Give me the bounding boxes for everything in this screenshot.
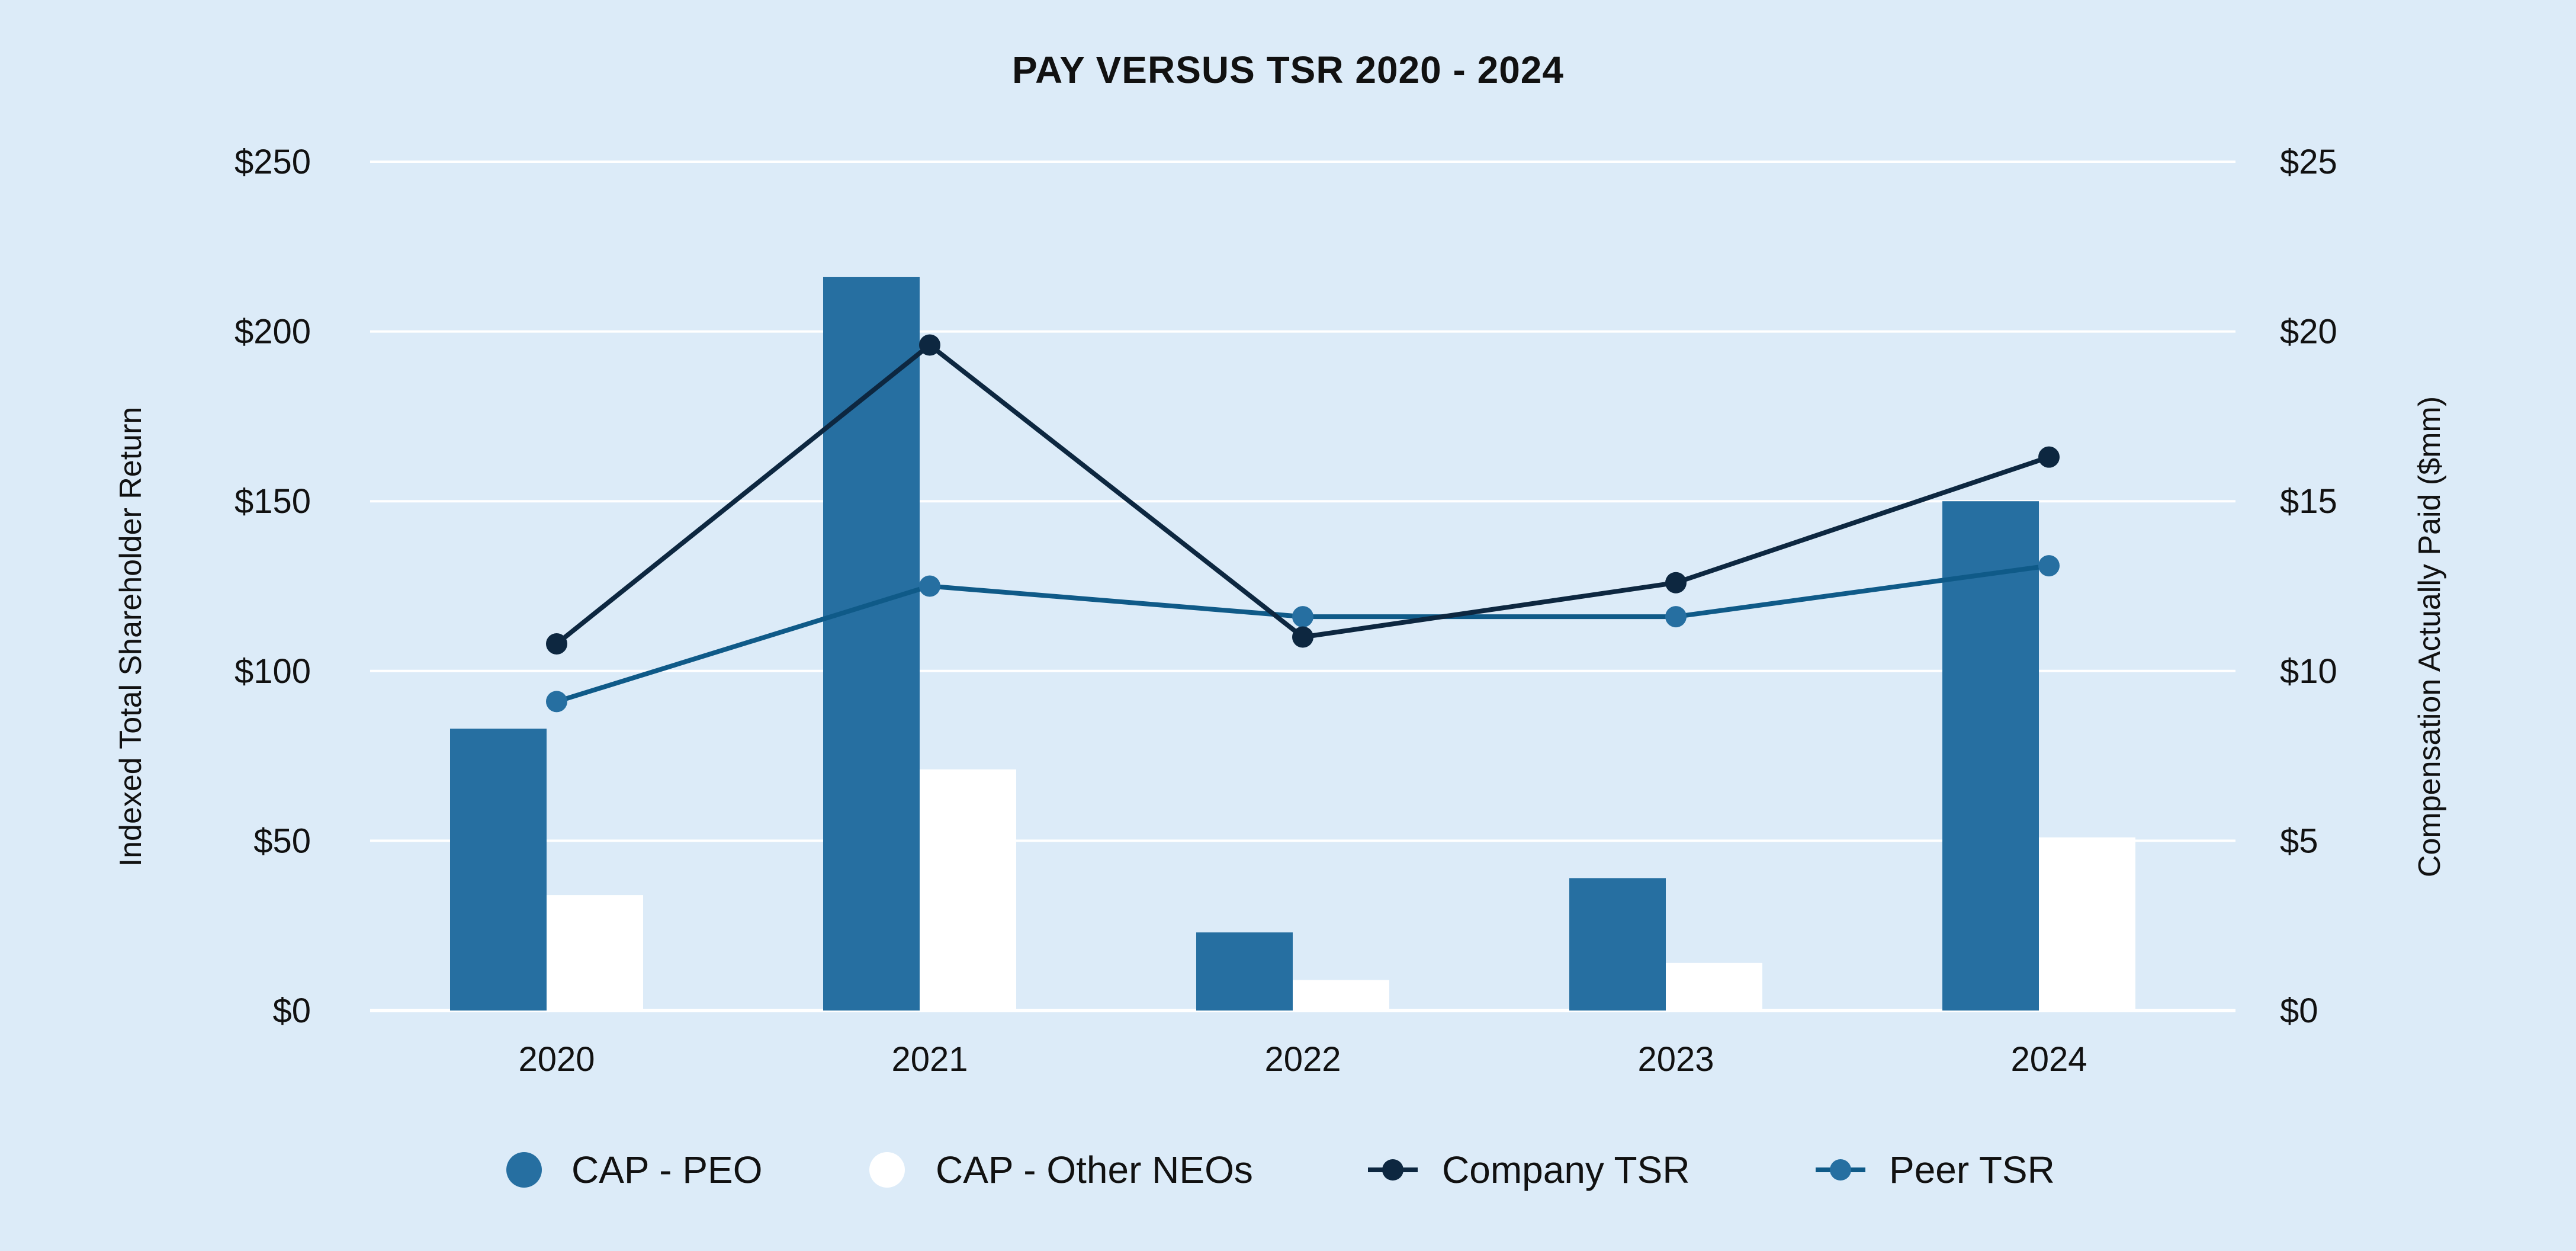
bar-cap-other-neos-2023 <box>1666 963 1762 1011</box>
legend-marker-company-tsr <box>1382 1159 1403 1181</box>
bar-cap-other-neos-2021 <box>920 769 1016 1011</box>
right-axis-label: Compensation Actually Paid ($mm) <box>2413 396 2447 877</box>
right-tick-label: $20 <box>2280 313 2337 351</box>
point-peer-tsr-2024 <box>2038 555 2060 577</box>
legend-swatch-cap-peo <box>506 1152 542 1188</box>
x-tick-label: 2020 <box>518 1040 595 1079</box>
bar-cap-peo-2020 <box>450 729 547 1011</box>
point-peer-tsr-2023 <box>1665 606 1687 628</box>
legend-label-company-tsr: Company TSR <box>1442 1149 1690 1191</box>
left-tick-label: $50 <box>253 822 311 860</box>
point-peer-tsr-2020 <box>546 691 567 713</box>
bar-cap-other-neos-2020 <box>547 895 643 1011</box>
bar-cap-peo-2024 <box>1942 501 2039 1011</box>
chart-title: PAY VERSUS TSR 2020 - 2024 <box>1012 49 1564 91</box>
right-tick-label: $25 <box>2280 143 2337 181</box>
point-company-tsr-2023 <box>1665 572 1687 594</box>
bar-group <box>450 277 2135 1011</box>
line-group <box>546 334 2060 713</box>
legend-label-cap-other-neos: CAP - Other NEOs <box>936 1149 1253 1191</box>
legend-label-cap-peo: CAP - PEO <box>571 1149 762 1191</box>
point-company-tsr-2022 <box>1292 626 1313 648</box>
x-tick-label: 2024 <box>2010 1040 2087 1079</box>
x-tick-label: 2021 <box>891 1040 968 1079</box>
point-company-tsr-2024 <box>2038 446 2060 468</box>
point-peer-tsr-2021 <box>919 575 940 597</box>
x-tick-label: 2023 <box>1637 1040 1714 1079</box>
left-axis-label: Indexed Total Shareholder Return <box>114 407 148 867</box>
right-tick-label: $10 <box>2280 652 2337 691</box>
left-tick-label: $100 <box>235 652 311 691</box>
point-peer-tsr-2022 <box>1292 606 1313 628</box>
left-tick-label: $0 <box>272 992 311 1030</box>
left-axis-ticks: $0 $50 $100 $150 $200 $250 <box>235 143 311 1030</box>
point-company-tsr-2021 <box>919 334 940 356</box>
right-tick-label: $15 <box>2280 482 2337 521</box>
right-axis-ticks: $0 $5 $10 $15 $20 $25 <box>2280 143 2337 1030</box>
right-tick-label: $5 <box>2280 822 2318 860</box>
left-tick-label: $150 <box>235 482 311 521</box>
legend-marker-peer-tsr <box>1830 1159 1851 1181</box>
left-tick-label: $200 <box>235 313 311 351</box>
right-tick-label: $0 <box>2280 992 2318 1030</box>
point-company-tsr-2020 <box>546 633 567 655</box>
left-tick-label: $250 <box>235 143 311 181</box>
bar-cap-peo-2023 <box>1569 878 1666 1011</box>
x-tick-label: 2022 <box>1264 1040 1341 1079</box>
bar-cap-other-neos-2024 <box>2039 837 2135 1011</box>
legend-swatch-cap-other-neos <box>869 1152 905 1188</box>
bar-cap-peo-2022 <box>1196 932 1293 1011</box>
x-axis-ticks: 2020 2021 2022 2023 2024 <box>518 1040 2087 1079</box>
gridlines <box>370 161 2235 1012</box>
bar-cap-peo-2021 <box>823 277 920 1011</box>
line-company-tsr <box>555 342 2050 646</box>
bar-cap-other-neos-2022 <box>1293 980 1389 1011</box>
legend: CAP - PEO CAP - Other NEOs Company TSR Peer… <box>506 1149 2055 1191</box>
legend-label-peer-tsr: Peer TSR <box>1889 1149 2055 1191</box>
